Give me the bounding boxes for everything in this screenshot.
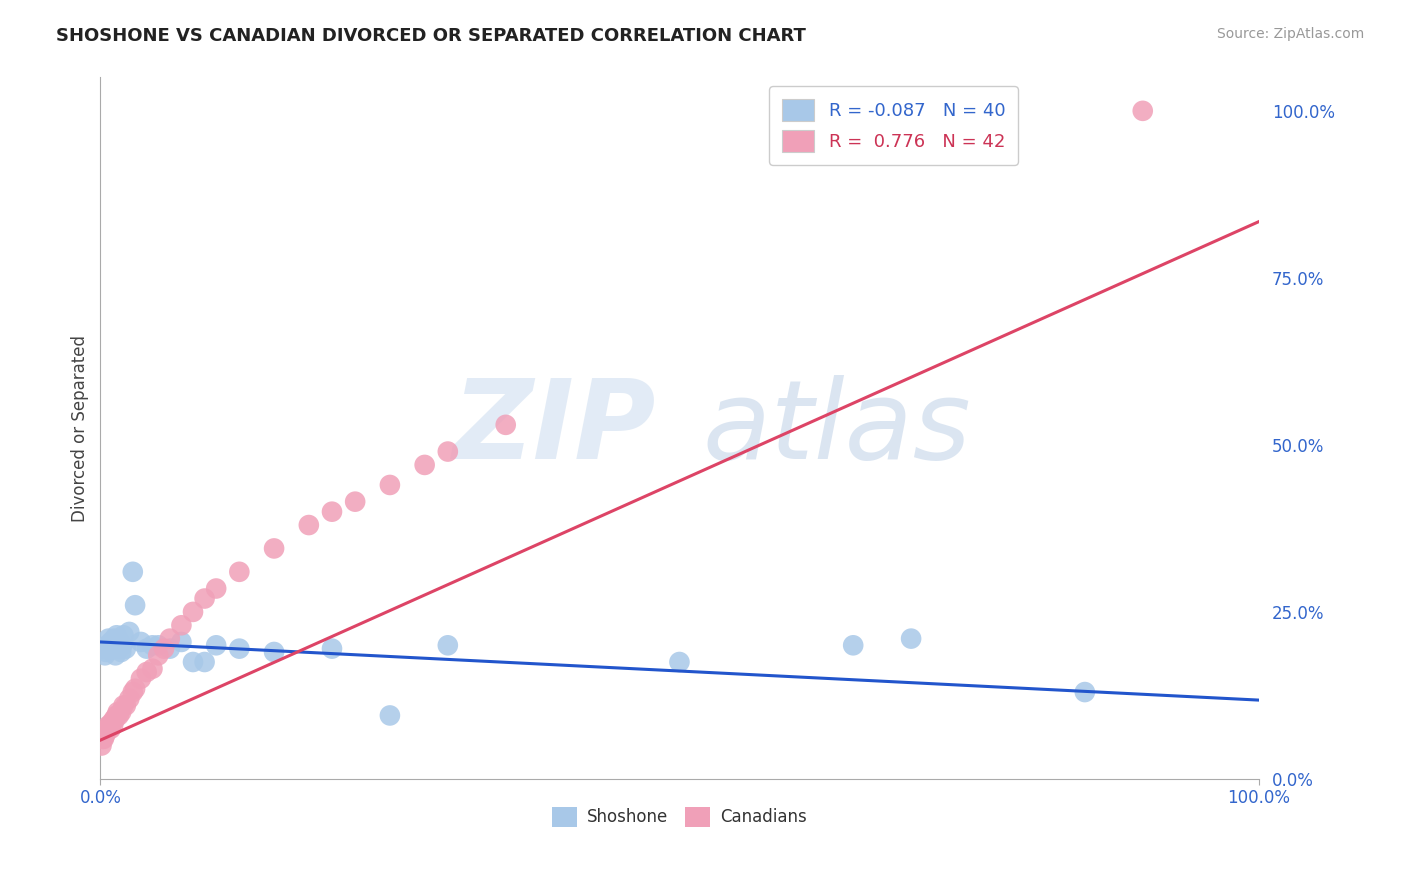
Legend: Shoshone, Canadians: Shoshone, Canadians xyxy=(546,800,814,834)
Point xyxy=(159,641,181,656)
Point xyxy=(105,708,128,723)
Point xyxy=(1074,685,1097,699)
Point xyxy=(159,632,181,646)
Point xyxy=(263,541,285,556)
Point xyxy=(413,458,436,472)
Point xyxy=(110,705,132,719)
Point xyxy=(94,729,117,743)
Point xyxy=(93,731,115,746)
Point xyxy=(91,731,114,746)
Point xyxy=(94,645,117,659)
Point xyxy=(100,722,122,736)
Point xyxy=(94,725,117,739)
Point xyxy=(96,638,118,652)
Point xyxy=(114,698,136,713)
Point xyxy=(100,635,122,649)
Y-axis label: Divorced or Separated: Divorced or Separated xyxy=(72,334,89,522)
Point xyxy=(205,582,228,596)
Point xyxy=(141,638,163,652)
Point xyxy=(194,655,217,669)
Point xyxy=(108,641,131,656)
Point xyxy=(263,645,285,659)
Point xyxy=(170,618,193,632)
Point xyxy=(437,638,460,652)
Point xyxy=(153,641,176,656)
Point xyxy=(181,605,204,619)
Point xyxy=(108,708,131,723)
Point xyxy=(194,591,217,606)
Point xyxy=(121,685,143,699)
Text: SHOSHONE VS CANADIAN DIVORCED OR SEPARATED CORRELATION CHART: SHOSHONE VS CANADIAN DIVORCED OR SEPARAT… xyxy=(56,27,806,45)
Point xyxy=(148,638,170,652)
Point xyxy=(110,645,132,659)
Point xyxy=(108,635,131,649)
Point xyxy=(96,722,118,736)
Point xyxy=(91,641,114,656)
Point xyxy=(101,641,124,656)
Point xyxy=(103,632,125,646)
Point xyxy=(228,565,250,579)
Point xyxy=(114,641,136,656)
Point xyxy=(129,672,152,686)
Point xyxy=(135,641,157,656)
Point xyxy=(228,641,250,656)
Point xyxy=(97,632,120,646)
Point xyxy=(98,641,121,656)
Point xyxy=(112,698,135,713)
Point xyxy=(103,712,125,726)
Point xyxy=(378,478,401,492)
Point xyxy=(344,494,367,508)
Point xyxy=(97,718,120,732)
Point xyxy=(321,641,343,656)
Text: ZIP: ZIP xyxy=(453,375,657,482)
Point xyxy=(107,705,129,719)
Point xyxy=(1132,103,1154,118)
Point xyxy=(94,648,117,663)
Point xyxy=(124,598,146,612)
Point xyxy=(101,638,124,652)
Text: Source: ZipAtlas.com: Source: ZipAtlas.com xyxy=(1216,27,1364,41)
Point xyxy=(111,638,134,652)
Point xyxy=(118,691,141,706)
Point xyxy=(129,635,152,649)
Point xyxy=(104,648,127,663)
Point xyxy=(181,655,204,669)
Point xyxy=(437,444,460,458)
Point xyxy=(495,417,517,432)
Point xyxy=(98,718,121,732)
Point xyxy=(112,628,135,642)
Point xyxy=(205,638,228,652)
Point xyxy=(107,638,129,652)
Point xyxy=(135,665,157,679)
Point xyxy=(118,624,141,639)
Point xyxy=(141,662,163,676)
Point xyxy=(900,632,922,646)
Point xyxy=(104,712,127,726)
Point xyxy=(668,655,690,669)
Point xyxy=(90,739,112,753)
Point xyxy=(298,518,321,533)
Point xyxy=(121,565,143,579)
Point xyxy=(842,638,865,652)
Point xyxy=(378,708,401,723)
Point xyxy=(170,635,193,649)
Point xyxy=(105,628,128,642)
Point xyxy=(321,505,343,519)
Point xyxy=(101,718,124,732)
Point xyxy=(124,681,146,696)
Point xyxy=(148,648,170,663)
Point xyxy=(101,715,124,730)
Text: atlas: atlas xyxy=(703,375,972,482)
